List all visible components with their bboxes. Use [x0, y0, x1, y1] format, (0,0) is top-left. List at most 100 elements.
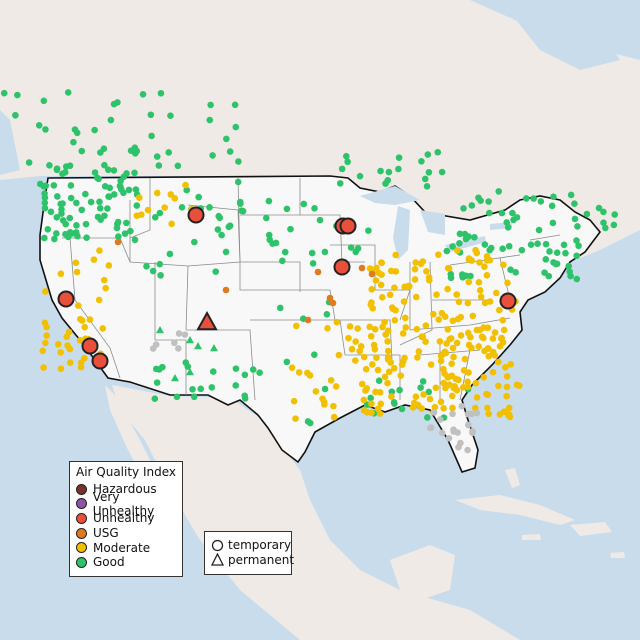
monitor-dot — [234, 178, 242, 186]
monitor-dot — [475, 278, 483, 286]
monitor-dot — [173, 393, 181, 401]
monitor-dot — [460, 205, 467, 212]
monitor-dot — [399, 358, 407, 365]
monitor-dot — [389, 305, 397, 313]
monitor-dot — [518, 246, 526, 254]
monitor-dot — [464, 410, 472, 418]
monitor-dot — [356, 172, 364, 180]
monitor-dot — [314, 268, 322, 276]
monitor-dot — [287, 225, 294, 233]
monitor-dot — [455, 298, 463, 306]
monitor-dot — [453, 339, 461, 347]
monitor-dot — [352, 357, 359, 364]
monitor-dot — [424, 151, 432, 158]
monitor-dot — [405, 282, 412, 290]
cuba — [455, 495, 575, 525]
monitor-dot — [377, 281, 385, 289]
monitor-dot — [182, 181, 189, 189]
monitor-dot — [419, 378, 427, 385]
monitor-dot — [420, 391, 427, 398]
monitor-dot — [395, 165, 402, 173]
monitor-dot — [87, 198, 95, 206]
legend-title: Air Quality Index — [75, 465, 177, 479]
monitor-dot — [82, 190, 89, 198]
monitor-dot — [459, 273, 466, 281]
monitor-dot — [418, 158, 425, 165]
monitor-dot — [216, 214, 224, 222]
monitor-dot — [241, 395, 249, 402]
monitor-dot — [595, 204, 603, 212]
monitor-dot — [332, 383, 340, 390]
monitor-dot — [104, 205, 111, 212]
monitor-dot — [226, 148, 234, 155]
monitor-dot — [374, 366, 382, 374]
alaska-panhandle-water — [0, 110, 20, 175]
monitor-dot — [333, 318, 341, 326]
monitor-dot — [436, 338, 444, 345]
monitor-dot — [401, 314, 409, 322]
bahamas — [505, 468, 520, 488]
monitor-dot — [67, 182, 75, 189]
monitor-dot — [611, 211, 619, 218]
monitor-triangle — [186, 336, 194, 344]
monitor-dot — [395, 154, 403, 161]
monitor-dot — [41, 319, 49, 327]
monitor-dot — [464, 383, 472, 391]
monitor-dot — [77, 315, 84, 323]
monitor-dot — [42, 339, 49, 347]
monitor-dot — [156, 209, 164, 217]
monitor-dot — [427, 361, 435, 368]
monitor-dot — [326, 294, 334, 302]
monitor-dot — [105, 262, 113, 269]
monitor-dot — [157, 272, 164, 279]
monitor-dot — [432, 384, 440, 392]
monitor-dot — [209, 368, 217, 375]
monitor-dot — [537, 198, 545, 205]
yucatan — [390, 545, 455, 600]
monitor-dot — [391, 316, 399, 324]
monitor-dot — [503, 373, 511, 380]
monitor-dot — [472, 379, 480, 387]
monitor-dot — [371, 346, 379, 353]
monitor-dot — [57, 270, 65, 278]
monitor-dot — [399, 330, 407, 337]
monitor-dot — [73, 199, 80, 207]
monitor-dot — [412, 393, 420, 400]
monitor-dot — [371, 325, 379, 333]
monitor-dot — [222, 248, 230, 256]
monitor-dot — [102, 284, 109, 292]
monitor-dot — [101, 183, 109, 190]
monitor-dot — [78, 206, 86, 214]
monitor-dot — [481, 299, 489, 307]
monitor-dot — [57, 365, 65, 372]
monitor-dot — [464, 421, 472, 429]
monitor-dot — [62, 220, 70, 228]
monitor-dot — [25, 159, 33, 166]
monitor-dot — [372, 388, 379, 396]
monitor-dot — [139, 91, 147, 98]
monitor-dot — [132, 186, 140, 193]
monitor-dot — [153, 189, 161, 197]
monitor-dot — [464, 446, 471, 454]
monitor-dot — [153, 153, 161, 160]
monitor-dot — [283, 358, 291, 366]
monitor-dot — [484, 345, 492, 352]
monitor-dot — [39, 347, 47, 355]
monitor-dot — [324, 325, 331, 332]
monitor-dot — [123, 219, 130, 227]
monitor-dot — [449, 404, 456, 412]
monitor-triangle — [171, 374, 179, 382]
monitor-dot — [415, 348, 423, 355]
monitor-dot — [454, 247, 461, 254]
monitor-dot — [288, 364, 296, 371]
monitor-dot — [101, 212, 108, 220]
monitor-dot — [110, 167, 118, 174]
monitor-dot — [505, 404, 513, 412]
monitor-dot — [436, 416, 444, 423]
monitor-dot — [485, 209, 493, 217]
monitor-dot — [181, 331, 189, 338]
monitor-dot — [384, 176, 392, 184]
monitor-dot — [434, 148, 442, 156]
monitor-dot — [171, 339, 178, 347]
monitor-dot — [423, 183, 431, 190]
